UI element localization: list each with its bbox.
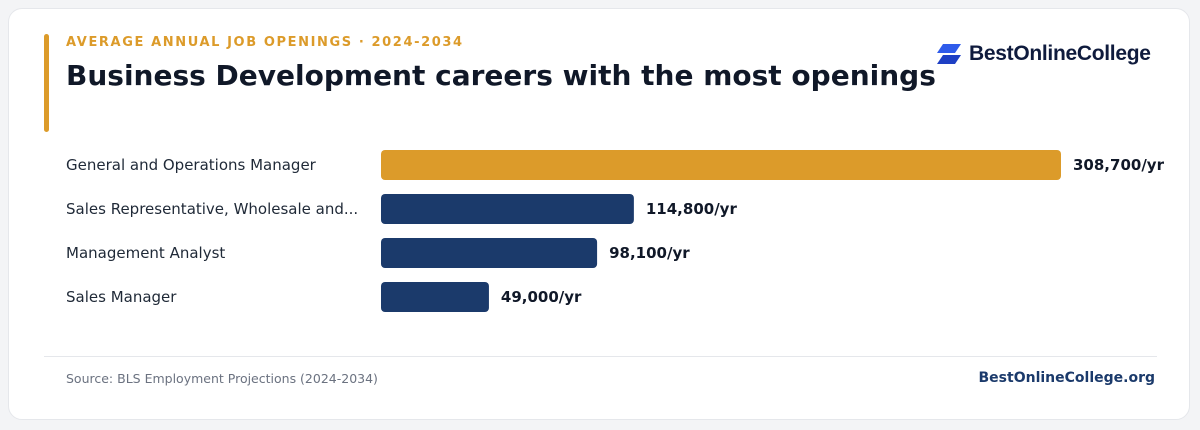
brand-logo-text: BestOnlineCollege xyxy=(969,42,1151,65)
brand-logo[interactable]: BestOnlineCollege xyxy=(937,40,1151,68)
category-label: Management Analyst xyxy=(66,244,225,262)
value-label: 49,000/yr xyxy=(501,288,582,306)
site-link[interactable]: BestOnlineCollege.org xyxy=(978,370,1155,386)
bar xyxy=(381,282,489,312)
category-label: Sales Representative, Wholesale and... xyxy=(66,200,358,218)
bar xyxy=(381,150,1061,180)
chart-card: AVERAGE ANNUAL JOB OPENINGS · 2024-2034 … xyxy=(8,8,1190,420)
stacked-parallelogram-icon xyxy=(937,44,961,64)
value-label: 308,700/yr xyxy=(1073,156,1165,174)
source-note: Source: BLS Employment Projections (2024… xyxy=(66,371,378,386)
accent-bar xyxy=(44,34,49,132)
chart-title: Business Development careers with the mo… xyxy=(66,59,936,92)
footer-divider xyxy=(44,356,1157,357)
value-label: 114,800/yr xyxy=(646,200,738,218)
value-label: 98,100/yr xyxy=(609,244,690,262)
category-label: Sales Manager xyxy=(66,288,177,306)
chart-eyebrow: AVERAGE ANNUAL JOB OPENINGS · 2024-2034 xyxy=(66,35,464,50)
bar xyxy=(381,194,634,224)
category-label: General and Operations Manager xyxy=(66,156,317,174)
bar xyxy=(381,238,598,268)
bar-chart: General and Operations Manager 308,700/yr… xyxy=(66,150,1165,312)
